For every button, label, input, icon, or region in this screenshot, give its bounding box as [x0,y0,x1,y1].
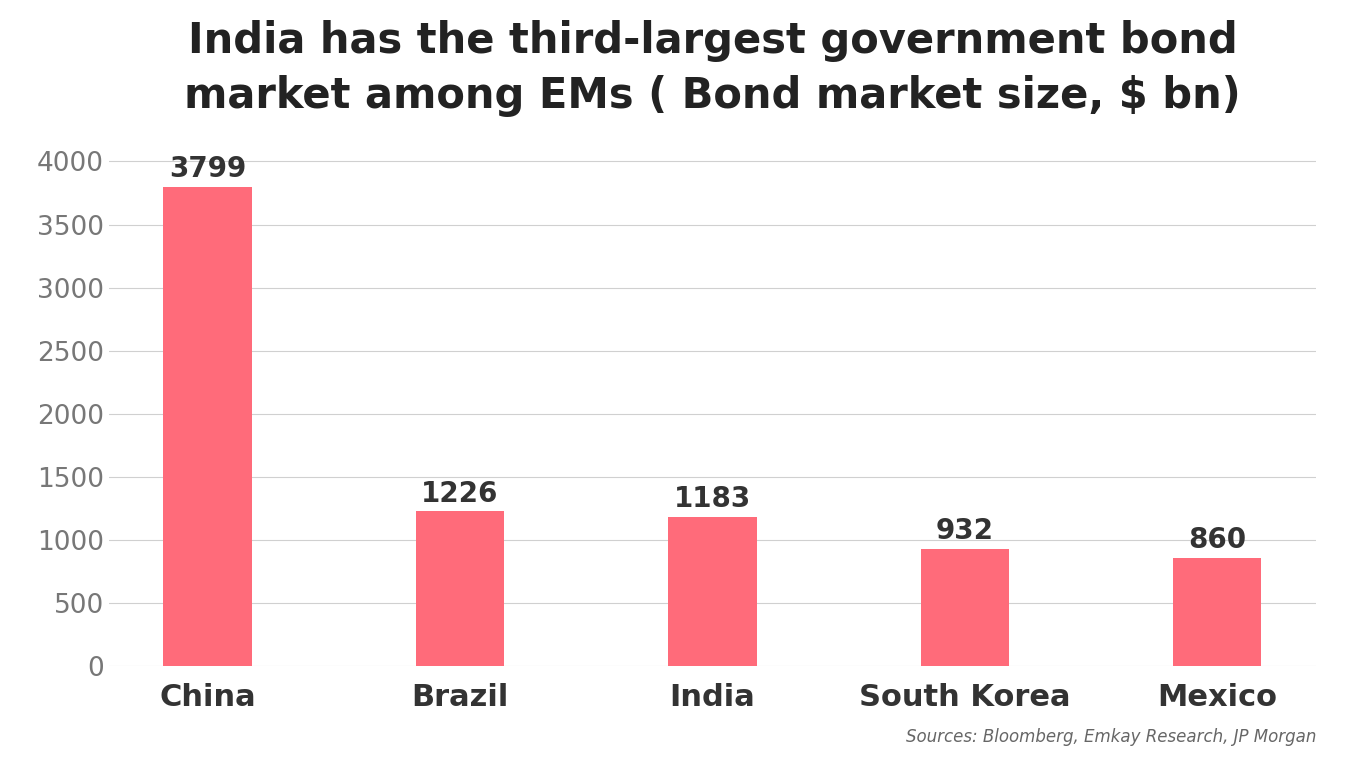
Bar [1172,558,1262,666]
Text: 860: 860 [1189,526,1246,554]
Title: India has the third-largest government bond
market among EMs ( Bond market size,: India has the third-largest government b… [185,20,1240,117]
Text: 3799: 3799 [170,155,246,183]
Bar [920,549,1010,666]
Text: Sources: Bloomberg, Emkay Research, JP Morgan: Sources: Bloomberg, Emkay Research, JP M… [906,727,1316,746]
Bar [415,512,505,666]
Text: 932: 932 [936,517,993,545]
Text: 1183: 1183 [674,485,750,513]
Text: 1226: 1226 [421,480,499,508]
Bar [668,517,757,666]
Bar [163,187,252,666]
